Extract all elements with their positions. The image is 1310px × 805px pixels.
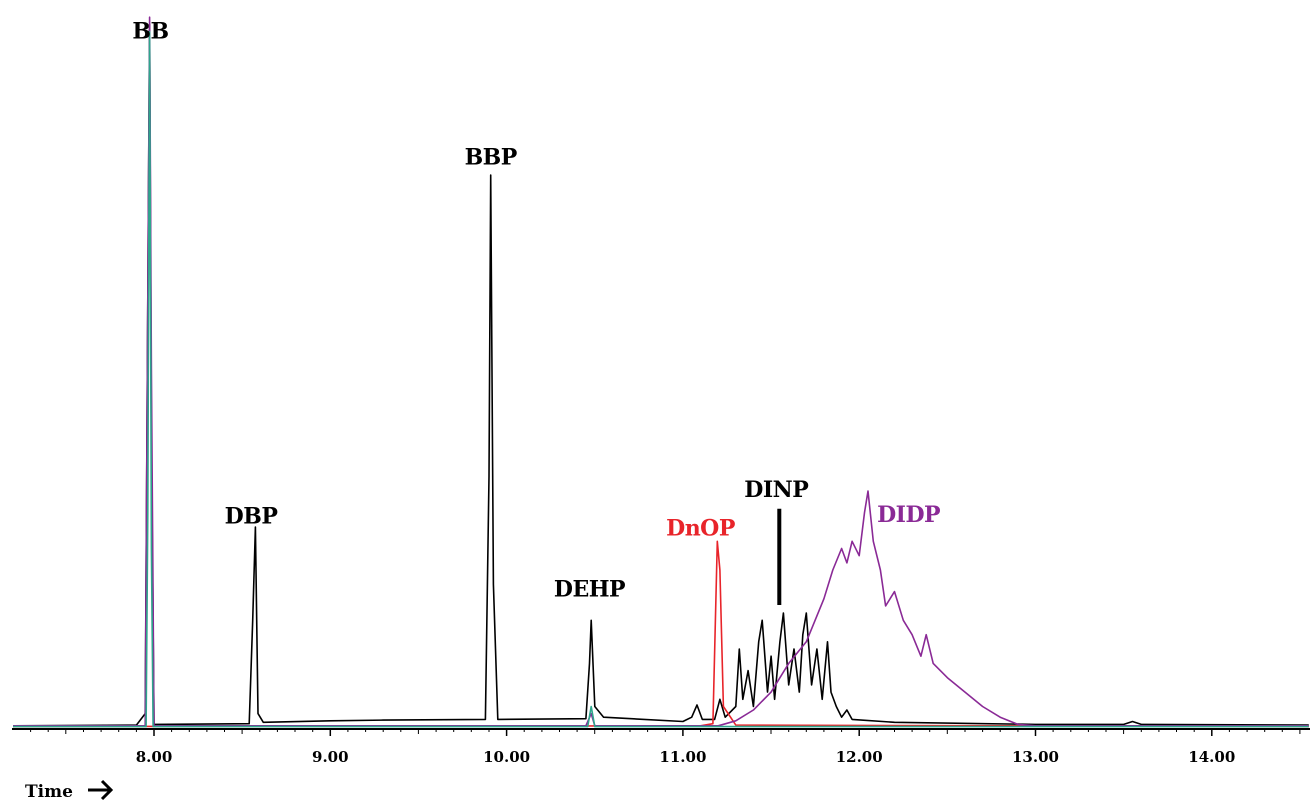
- x-tick-label: 8.00: [136, 748, 173, 766]
- peak-label-didp: DIDP: [877, 502, 940, 528]
- x-tick-label: 12.00: [836, 748, 883, 766]
- peak-label-dinp: DINP: [744, 477, 808, 503]
- series-line-1: [12, 540, 1309, 728]
- x-tick-label: 10.00: [483, 748, 530, 766]
- series-line-2: [13, 16, 1309, 727]
- x-tick-label: 11.00: [659, 748, 706, 766]
- peak-label-bb: BB: [132, 19, 168, 45]
- peak-label-bbp: BBP: [465, 144, 517, 170]
- peak-label-dbp: DBP: [225, 503, 278, 529]
- x-tick-label: 14.00: [1188, 748, 1235, 766]
- peak-label-dnop: DnOP: [666, 516, 735, 542]
- arrow-icon: [88, 779, 114, 801]
- peak-labels: BB DBP BBP DEHP DnOP DINP DIDP: [132, 19, 941, 605]
- peak-label-dehp: DEHP: [554, 577, 625, 603]
- x-tick-label: 13.00: [1012, 748, 1059, 766]
- series-layer: [12, 16, 1309, 728]
- series-line-3: [13, 30, 1309, 728]
- x-axis-title: Time: [25, 782, 73, 802]
- x-ticks: 8.00 9.00 10.00 11.00 12.00 13.00 14.00: [30, 729, 1301, 766]
- x-tick-label: 9.00: [312, 748, 349, 766]
- series-line-0: [12, 23, 1309, 727]
